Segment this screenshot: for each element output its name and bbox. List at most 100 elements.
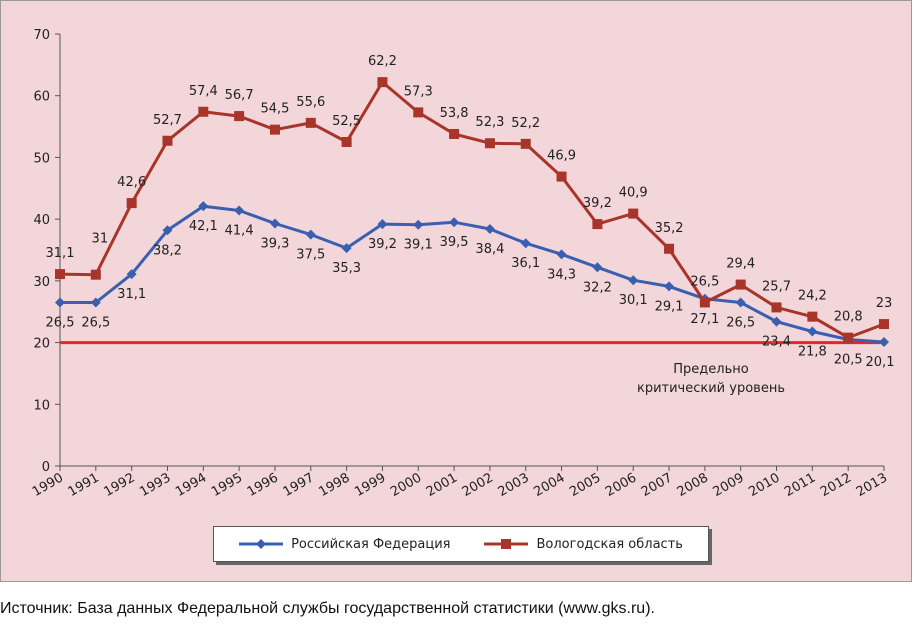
x-tick-label: 2007 (639, 470, 675, 500)
legend-entry-russia: Российская Федерация (239, 537, 450, 552)
data-point-russia (628, 275, 639, 286)
data-label-russia: 39,3 (260, 236, 289, 251)
x-tick-label: 2004 (531, 470, 567, 500)
data-point-vologda (520, 138, 531, 149)
data-point-vologda (269, 124, 280, 135)
data-label-russia: 26,5 (46, 315, 75, 330)
data-point-vologda (126, 198, 137, 209)
x-tick-label: 2009 (711, 470, 747, 500)
data-point-vologda (377, 77, 388, 88)
data-label-vologda: 31,1 (46, 246, 75, 261)
x-tick-label: 2001 (424, 470, 460, 500)
data-label-vologda: 20,8 (834, 310, 863, 325)
data-label-vologda: 26,5 (690, 274, 719, 289)
data-label-russia: 30,1 (619, 293, 648, 308)
data-point-vologda (90, 269, 101, 280)
data-label-russia: 36,1 (511, 256, 540, 271)
data-point-russia (879, 336, 889, 347)
legend-entry-vologda: Вологодская область (484, 536, 683, 552)
data-point-russia (735, 297, 746, 308)
data-point-russia (90, 297, 101, 308)
data-point-vologda (413, 107, 424, 118)
data-label-vologda: 25,7 (762, 279, 791, 294)
y-tick-label: 20 (33, 337, 50, 352)
data-label-russia: 20,5 (834, 352, 863, 367)
data-point-russia (126, 269, 137, 280)
data-label-russia: 39,5 (440, 235, 469, 250)
data-point-russia (234, 205, 245, 216)
x-tick-label: 1998 (316, 470, 352, 500)
x-tick-label: 1993 (137, 470, 173, 500)
y-tick-label: 10 (33, 398, 50, 413)
legend-label-vologda: Вологодская область (536, 536, 683, 552)
data-label-vologda: 55,6 (296, 95, 325, 110)
x-tick-label: 1991 (66, 470, 102, 500)
data-label-russia: 34,3 (547, 267, 576, 282)
data-label-russia: 32,2 (583, 280, 612, 295)
x-tick-label: 2002 (460, 470, 496, 500)
data-point-russia (807, 326, 818, 337)
data-point-vologda (162, 135, 173, 146)
data-point-russia (556, 249, 567, 260)
data-point-russia (413, 219, 424, 230)
data-label-vologda: 53,8 (440, 106, 469, 121)
data-point-russia (269, 218, 280, 229)
x-tick-label: 1997 (281, 470, 317, 500)
data-point-russia (592, 262, 603, 273)
y-tick-label: 50 (33, 151, 50, 166)
x-tick-label: 2010 (746, 470, 782, 500)
critical-level-label-line1: Предельно (673, 362, 748, 377)
x-tick-label: 2000 (388, 470, 424, 500)
data-labels: 26,5 26,5 31,1 38,2 42,1 41,4 39,3 37,5 35,3 39,2… (46, 54, 895, 370)
data-point-vologda (556, 171, 567, 182)
data-point-russia (162, 225, 173, 236)
data-label-russia: 26,5 (726, 315, 755, 330)
chart-panel: 0 10 20 30 40 50 60 70 1990 1991 1992 1993 1994 1995 1… (0, 0, 912, 582)
x-tick-label: 1996 (245, 470, 281, 500)
data-point-vologda (771, 302, 782, 313)
data-label-russia: 26,5 (81, 315, 110, 330)
data-point-russia (55, 297, 65, 308)
data-label-vologda: 29,4 (726, 257, 755, 272)
legend-swatch-russia (239, 539, 284, 549)
data-label-russia: 21,8 (798, 344, 827, 359)
x-tick-label: 2003 (496, 470, 532, 500)
data-label-russia: 42,1 (189, 219, 218, 234)
data-label-vologda: 42,6 (117, 175, 146, 190)
data-point-vologda (699, 297, 710, 308)
x-tick-label: 2008 (675, 470, 711, 500)
data-point-vologda (843, 332, 854, 343)
x-tick-label: 2013 (854, 470, 890, 500)
data-point-russia (484, 224, 495, 235)
x-tick-label: 1994 (173, 470, 209, 500)
data-point-vologda (735, 279, 746, 290)
data-label-vologda: 35,2 (655, 221, 684, 236)
series-line-russia (60, 204, 885, 344)
x-tick-label: 1999 (352, 470, 388, 500)
x-tick-label: 2005 (567, 470, 603, 500)
data-label-vologda: 40,9 (619, 186, 648, 201)
source-note: Источник: База данных Федеральной службы… (0, 600, 655, 617)
data-label-russia: 38,4 (475, 242, 504, 257)
y-tick-label: 30 (33, 275, 50, 290)
data-label-vologda: 23 (876, 296, 893, 311)
y-tick-label: 0 (42, 460, 50, 475)
x-tick-label: 2012 (818, 470, 854, 500)
data-label-vologda: 57,3 (404, 84, 433, 99)
series-lines (55, 77, 889, 347)
data-point-russia (377, 219, 388, 230)
data-point-vologda (234, 111, 245, 122)
data-label-russia: 38,2 (153, 243, 182, 258)
legend: Российская Федерация Вологодская область (213, 526, 709, 562)
data-point-vologda (628, 208, 639, 219)
data-point-vologda (807, 311, 818, 322)
series-line-vologda (59, 80, 885, 340)
data-point-vologda (305, 117, 316, 128)
data-label-vologda: 24,2 (798, 289, 827, 304)
data-label-russia: 29,1 (655, 299, 684, 314)
data-label-vologda: 52,2 (511, 116, 540, 131)
data-label-vologda: 56,7 (225, 88, 254, 103)
data-point-russia (198, 201, 209, 212)
legend-label-russia: Российская Федерация (291, 536, 451, 552)
